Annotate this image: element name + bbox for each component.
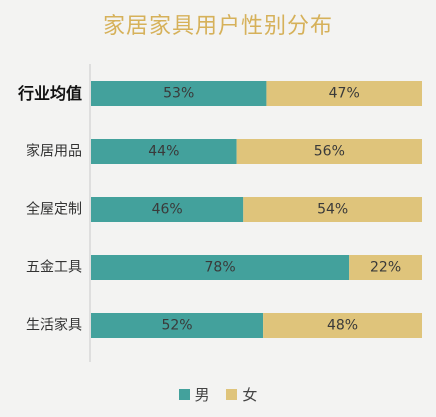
legend-item-male: 男 bbox=[178, 384, 210, 405]
bar-male-2 bbox=[91, 197, 244, 222]
data-label-male-0: 53% bbox=[163, 86, 194, 102]
data-label-female-1: 56% bbox=[314, 144, 345, 160]
data-label-female-2: 54% bbox=[317, 202, 348, 218]
bar-female-0 bbox=[266, 81, 422, 106]
data-label-male-2: 46% bbox=[152, 202, 183, 218]
bar-male-0 bbox=[91, 81, 267, 106]
bar-female-2 bbox=[243, 197, 422, 222]
bar-female-3 bbox=[349, 255, 422, 280]
category-label-0: 行业均值 bbox=[17, 84, 82, 103]
bar-male-3 bbox=[91, 255, 350, 280]
bar-female-4 bbox=[263, 313, 422, 338]
legend: 男 女 bbox=[0, 384, 436, 405]
legend-label-female: 女 bbox=[242, 386, 258, 404]
category-label-4: 生活家具 bbox=[26, 317, 82, 334]
legend-swatch-male bbox=[178, 389, 190, 400]
data-label-male-3: 78% bbox=[205, 260, 236, 276]
category-label-1: 家居用品 bbox=[26, 143, 82, 160]
data-label-female-0: 47% bbox=[329, 86, 360, 102]
bar-female-1 bbox=[236, 139, 422, 164]
data-label-female-4: 48% bbox=[327, 318, 358, 334]
bar-male-1 bbox=[91, 139, 237, 164]
legend-label-male: 男 bbox=[194, 386, 210, 404]
data-label-male-4: 52% bbox=[161, 318, 192, 334]
data-label-male-1: 44% bbox=[148, 144, 179, 160]
category-label-2: 全屋定制 bbox=[26, 201, 82, 218]
bar-male-4 bbox=[91, 313, 264, 338]
chart-title: 家居家具用户性别分布 bbox=[102, 14, 333, 39]
legend-item-female: 女 bbox=[226, 384, 257, 405]
legend-swatch-female bbox=[226, 389, 238, 400]
category-label-3: 五金工具 bbox=[26, 260, 82, 276]
data-label-female-3: 22% bbox=[370, 260, 401, 276]
